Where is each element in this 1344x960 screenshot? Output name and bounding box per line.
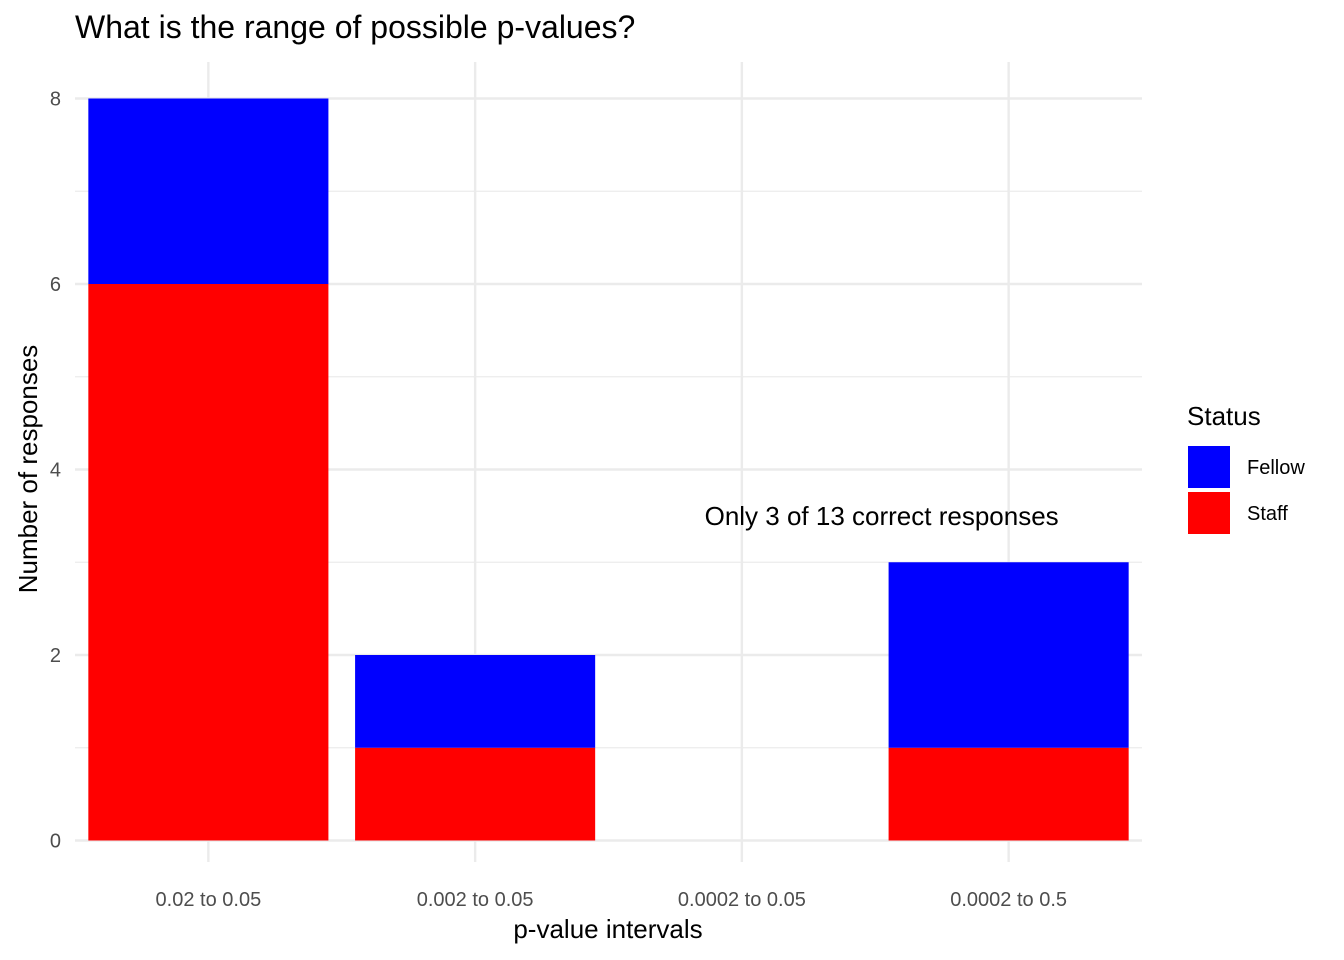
- bar-fellow: [888, 562, 1129, 748]
- legend-label-staff: Staff: [1247, 503, 1288, 525]
- bar-fellow: [88, 98, 329, 284]
- y-tick-label: 8: [50, 89, 61, 111]
- bar-fellow: [355, 655, 596, 748]
- x-tick-label: 0.0002 to 0.5: [950, 889, 1067, 911]
- chart-title: What is the range of possible p-values?: [75, 9, 635, 45]
- bar-staff: [88, 284, 329, 841]
- x-tick-label: 0.002 to 0.05: [417, 889, 534, 911]
- bar-staff: [888, 747, 1129, 841]
- y-tick-label: 6: [50, 274, 61, 296]
- legend-label-fellow: Fellow: [1247, 457, 1305, 479]
- x-tick-label: 0.02 to 0.05: [156, 889, 262, 911]
- y-tick-label: 2: [50, 645, 61, 667]
- annotation: Only 3 of 13 correct responses: [705, 501, 1059, 531]
- legend-swatch-fellow: [1188, 446, 1230, 488]
- legend-title: Status: [1187, 401, 1261, 431]
- y-tick-label: 4: [50, 460, 61, 482]
- bars: [88, 98, 1129, 841]
- legend: Status Fellow Staff: [1187, 401, 1305, 534]
- x-tick-label: 0.0002 to 0.05: [678, 889, 806, 911]
- y-tick-label: 0: [50, 831, 61, 853]
- x-axis-title: p-value intervals: [513, 914, 702, 944]
- bar-staff: [355, 747, 596, 841]
- y-axis-title: Number of responses: [13, 345, 43, 594]
- tick-labels: 0 2 4 6 8 0.02 to 0.05 0.002 to 0.05 0.0002 to …: [50, 89, 1067, 912]
- legend-swatch-staff: [1188, 492, 1230, 534]
